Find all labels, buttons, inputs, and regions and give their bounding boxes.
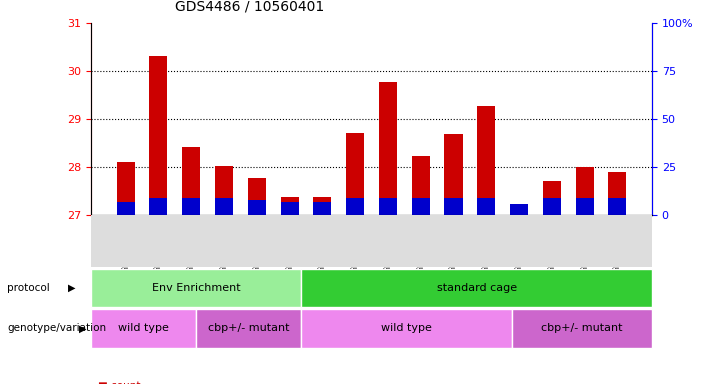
Bar bbox=[116, 162, 135, 215]
Text: ■ count: ■ count bbox=[98, 381, 141, 384]
Bar bbox=[313, 202, 332, 215]
Bar bbox=[379, 198, 397, 215]
Bar bbox=[379, 81, 397, 215]
Bar bbox=[576, 198, 594, 215]
Text: cbp+/- mutant: cbp+/- mutant bbox=[541, 323, 622, 333]
Bar bbox=[411, 157, 430, 215]
Bar bbox=[247, 177, 266, 215]
Text: cbp+/- mutant: cbp+/- mutant bbox=[208, 323, 290, 333]
Text: Env Enrichment: Env Enrichment bbox=[152, 283, 240, 293]
Text: genotype/variation: genotype/variation bbox=[7, 323, 106, 333]
Text: wild type: wild type bbox=[381, 323, 432, 333]
Bar bbox=[280, 202, 299, 215]
Text: wild type: wild type bbox=[118, 323, 169, 333]
Bar bbox=[510, 205, 528, 215]
Bar bbox=[215, 166, 233, 215]
Text: ▶: ▶ bbox=[68, 283, 76, 293]
Bar bbox=[182, 147, 200, 215]
Bar bbox=[608, 172, 627, 215]
Bar bbox=[182, 198, 200, 215]
Bar bbox=[313, 197, 332, 215]
Bar bbox=[477, 198, 496, 215]
Bar bbox=[149, 56, 168, 215]
Bar bbox=[149, 198, 168, 215]
Bar bbox=[346, 134, 364, 215]
Bar bbox=[215, 198, 233, 215]
Bar bbox=[543, 198, 561, 215]
Text: standard cage: standard cage bbox=[437, 283, 517, 293]
Text: GDS4486 / 10560401: GDS4486 / 10560401 bbox=[175, 0, 325, 14]
Bar bbox=[608, 198, 627, 215]
Bar bbox=[346, 198, 364, 215]
Bar bbox=[411, 198, 430, 215]
Bar bbox=[510, 205, 528, 215]
Text: ▶: ▶ bbox=[79, 323, 86, 333]
Bar bbox=[576, 167, 594, 215]
Bar bbox=[444, 134, 463, 215]
Bar bbox=[116, 202, 135, 215]
Bar bbox=[247, 200, 266, 215]
Text: protocol: protocol bbox=[7, 283, 50, 293]
Bar bbox=[477, 106, 496, 215]
Bar bbox=[280, 197, 299, 215]
Bar bbox=[543, 182, 561, 215]
Bar bbox=[444, 198, 463, 215]
